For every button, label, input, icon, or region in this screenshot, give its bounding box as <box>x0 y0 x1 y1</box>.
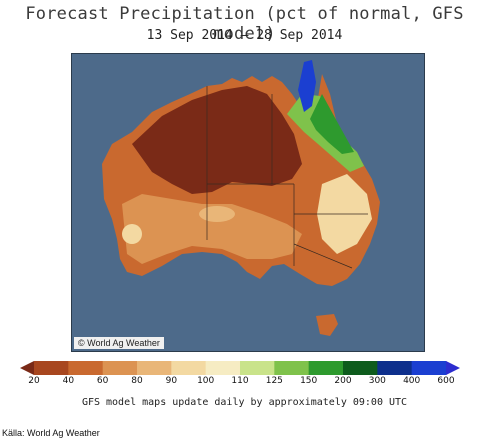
legend-swatch <box>240 361 275 375</box>
legend-label: 300 <box>368 376 386 386</box>
legend-label: 600 <box>437 376 455 386</box>
very-dry-region <box>132 86 302 194</box>
legend-swatch <box>411 361 447 375</box>
legend-swatch <box>34 361 69 375</box>
color-legend <box>20 360 460 376</box>
legend-label: 400 <box>403 376 421 386</box>
source-label: Källa: World Ag Weather <box>2 428 100 438</box>
date-range: 13 Sep 2014 – 28 Sep 2014 <box>146 28 343 43</box>
legend-swatch <box>68 361 104 375</box>
legend-swatch <box>171 361 207 375</box>
map-title: Forecast Precipitation (pct of normal, G… <box>25 4 464 44</box>
legend-labels: 20 40 60 80 90 100 110 125 150 200 300 400 600 <box>20 376 460 390</box>
state-borders <box>206 86 368 269</box>
very-wet-region <box>310 94 354 154</box>
legend-bar <box>20 361 460 375</box>
legend-swatch <box>343 361 378 375</box>
legend-label: 100 <box>197 376 215 386</box>
legend-label: 200 <box>334 376 352 386</box>
legend-label: 60 <box>96 376 109 386</box>
update-note: GFS model maps update daily by approxima… <box>81 397 408 408</box>
near-normal-central <box>199 206 235 222</box>
legend-label: 90 <box>165 376 178 386</box>
australia-map-svg <box>102 60 380 336</box>
legend-label: 20 <box>28 376 40 386</box>
legend-swatch <box>377 361 413 375</box>
legend-arrow-left <box>20 361 34 375</box>
legend-swatch <box>137 361 172 375</box>
near-normal-west <box>122 224 142 244</box>
legend-swatch <box>308 361 344 375</box>
legend-label: 110 <box>231 376 249 386</box>
legend-arrow-right <box>446 361 460 375</box>
legend-label: 150 <box>300 376 318 386</box>
tasmania <box>316 314 338 336</box>
legend-label: 40 <box>62 376 75 386</box>
dry-region <box>122 194 302 264</box>
copyright-label: © World Ag Weather <box>74 337 164 349</box>
extremely-wet-region <box>298 60 316 112</box>
legend-swatch <box>205 361 241 375</box>
legend-label: 125 <box>265 376 283 386</box>
legend-label: 80 <box>131 376 143 386</box>
legend-swatch <box>102 361 138 375</box>
legend-swatch <box>274 361 310 375</box>
precipitation-map: © World Ag Weather <box>71 53 425 352</box>
